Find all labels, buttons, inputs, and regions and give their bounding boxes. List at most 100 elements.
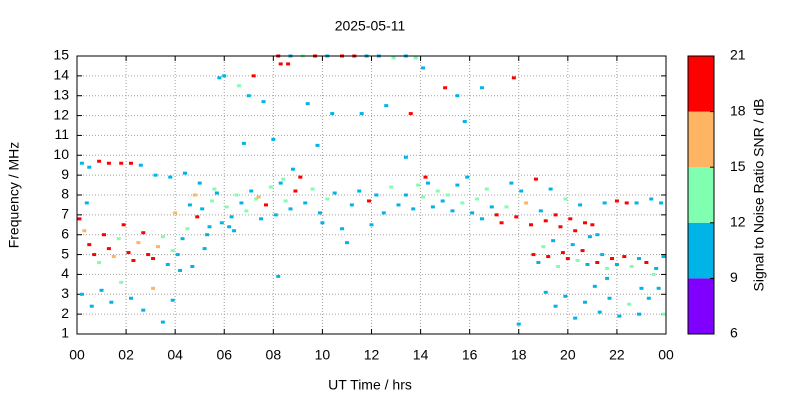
- snr-point: [97, 261, 102, 265]
- snr-point: [84, 201, 89, 205]
- snr-point: [563, 197, 568, 201]
- snr-point: [413, 56, 418, 60]
- snr-point: [330, 112, 335, 116]
- y-axis-label: Frequency / MHz: [6, 142, 22, 249]
- x-tick-label: 22: [609, 347, 625, 363]
- snr-point: [524, 201, 529, 205]
- snr-point: [79, 161, 84, 165]
- snr-point: [111, 255, 116, 259]
- snr-point: [239, 201, 244, 205]
- snr-point: [128, 161, 133, 165]
- snr-point: [637, 257, 642, 261]
- x-tick-label: 08: [266, 347, 282, 363]
- colorbar-label: Signal to Noise Ratio SNR / dB: [751, 99, 767, 292]
- snr-point: [597, 310, 602, 314]
- snr-point: [654, 266, 659, 270]
- snr-point: [212, 187, 217, 191]
- snr-point: [256, 195, 261, 199]
- snr-point: [479, 217, 484, 221]
- snr-point: [624, 201, 629, 205]
- snr-point: [605, 276, 610, 280]
- snr-point: [570, 243, 575, 247]
- snr-point: [251, 74, 256, 78]
- snr-point: [146, 253, 151, 257]
- snr-point: [511, 76, 516, 80]
- snr-point: [556, 264, 561, 268]
- snr-point: [580, 249, 585, 253]
- snr-point: [178, 268, 183, 272]
- snr-point: [396, 203, 401, 207]
- snr-point: [573, 316, 578, 320]
- snr-point: [128, 296, 133, 300]
- snr-point: [116, 237, 121, 241]
- snr-point: [232, 229, 237, 233]
- y-tick-label: 6: [61, 225, 69, 241]
- snr-point: [558, 225, 563, 229]
- snr-point: [259, 217, 264, 221]
- snr-point: [578, 203, 583, 207]
- snr-point: [583, 300, 588, 304]
- x-tick-label: 00: [658, 347, 674, 363]
- snr-point: [155, 245, 160, 249]
- snr-point: [627, 302, 632, 306]
- snr-point: [614, 263, 619, 266]
- snr-point: [529, 223, 534, 227]
- snr-point: [563, 294, 568, 298]
- snr-point: [384, 104, 389, 108]
- snr-point: [656, 286, 661, 290]
- snr-point: [97, 159, 102, 163]
- snr-point: [82, 229, 87, 233]
- snr-point: [489, 205, 494, 209]
- snr-point: [278, 62, 283, 66]
- snr-point: [236, 84, 241, 88]
- snr-point: [263, 203, 268, 207]
- snr-point: [357, 189, 362, 193]
- colorbar-tick-label: 18: [730, 102, 746, 118]
- y-tick-label: 7: [61, 206, 69, 222]
- snr-point: [450, 209, 455, 213]
- snr-point: [479, 86, 484, 90]
- snr-point: [87, 165, 92, 169]
- snr-point: [202, 247, 207, 251]
- snr-point: [175, 253, 180, 257]
- y-tick-label: 15: [53, 47, 69, 63]
- snr-point: [622, 255, 627, 259]
- snr-point: [79, 292, 84, 296]
- snr-point: [151, 286, 156, 290]
- snr-point: [374, 193, 379, 197]
- snr-point: [546, 255, 551, 259]
- snr-point: [543, 290, 548, 294]
- snr-point: [332, 191, 337, 195]
- colorbar-tick-label: 6: [730, 325, 738, 341]
- snr-point: [320, 221, 325, 225]
- snr-point: [600, 253, 605, 257]
- snr-point: [587, 235, 592, 239]
- snr-point: [440, 199, 445, 203]
- snr-point: [290, 167, 295, 171]
- snr-point: [553, 304, 558, 308]
- y-tick-label: 10: [53, 146, 69, 162]
- snr-point: [610, 257, 615, 261]
- snr-point: [109, 300, 114, 304]
- y-tick-label: 5: [61, 245, 69, 261]
- snr-point: [548, 187, 553, 191]
- snr-point: [99, 288, 104, 292]
- colorbar-band: [688, 111, 714, 168]
- y-tick-label: 8: [61, 186, 69, 202]
- snr-point: [531, 253, 536, 257]
- snr-point: [560, 251, 565, 255]
- snr-point: [222, 74, 227, 78]
- snr-point: [403, 193, 408, 197]
- colorbar-band: [688, 222, 714, 279]
- snr-point: [106, 247, 111, 251]
- snr-point: [246, 94, 251, 98]
- snr-point: [602, 201, 607, 205]
- x-tick-label: 00: [69, 347, 85, 363]
- snr-point: [391, 56, 396, 60]
- snr-point: [200, 207, 205, 211]
- snr-point: [160, 235, 165, 239]
- snr-point: [168, 175, 173, 179]
- snr-point: [288, 207, 293, 211]
